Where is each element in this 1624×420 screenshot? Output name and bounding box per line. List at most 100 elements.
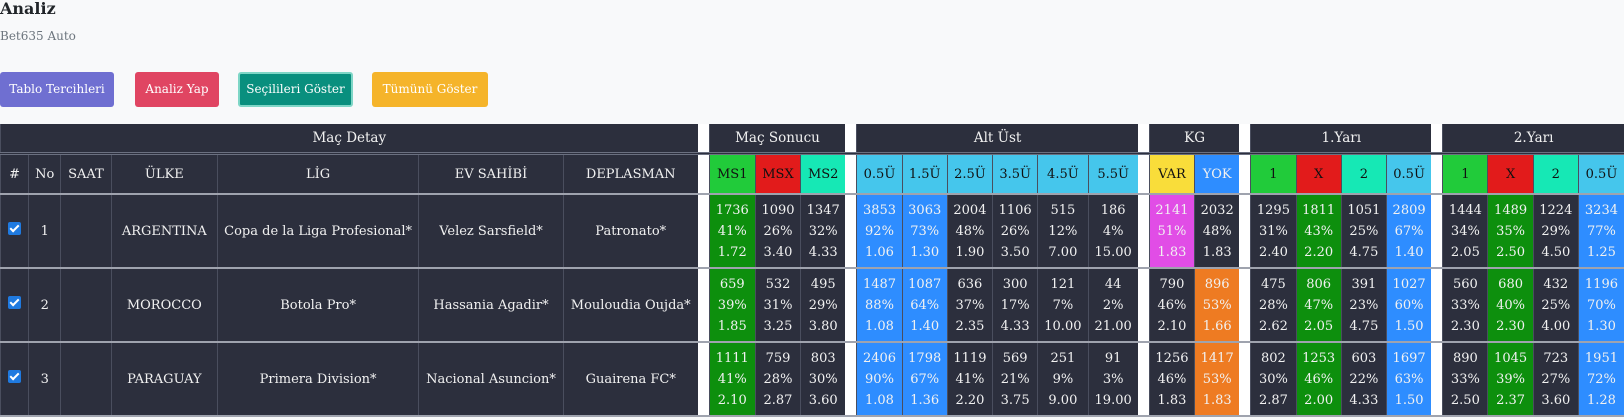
stat-odds: 7.00 — [1048, 244, 1078, 260]
table-body: 1 ARGENTINA Copa de la Liga Profesional* Ve… — [0, 194, 1624, 417]
col-over-35[interactable]: 3.5Ü — [992, 153, 1038, 195]
col-over-15[interactable]: 1.5Ü — [901, 153, 948, 195]
stat-odds: 2.87 — [1258, 392, 1288, 408]
separator — [1239, 268, 1251, 343]
stat-odds: 4.33 — [1349, 392, 1379, 408]
col-h2-over-05[interactable]: 0.5Ü — [1577, 153, 1624, 195]
stat-percent: 47% — [1304, 297, 1334, 313]
stat-odds: 1.28 — [1586, 392, 1616, 408]
group-first-half: 1.Yarı — [1250, 124, 1432, 155]
row-number: 3 — [28, 342, 61, 417]
col-no[interactable]: No — [28, 153, 61, 195]
stat-percent: 21% — [1000, 371, 1030, 387]
row-select-checkbox[interactable] — [0, 194, 29, 269]
row-away-team: Mouloudia Oujda* — [562, 268, 699, 343]
col-ms2[interactable]: MS2 — [800, 153, 846, 195]
group-match-detail: Maç Detay — [0, 124, 699, 155]
col-league[interactable]: LİG — [217, 153, 419, 195]
stat-odds: 2.35 — [955, 318, 985, 334]
separator — [697, 342, 710, 417]
table-row[interactable]: 3 PARAGUAY Primera Division* Nacional Asunc… — [0, 342, 1624, 417]
col-h1-x[interactable]: X — [1295, 153, 1342, 195]
stat-h2-x: 1045 39% 2.37 — [1487, 342, 1534, 417]
checkbox-checked-icon[interactable] — [8, 369, 22, 383]
stat-count: 896 — [1204, 276, 1230, 292]
col-over-45[interactable]: 4.5Ü — [1037, 153, 1088, 195]
stat-count: 91 — [1104, 350, 1122, 366]
separator — [845, 153, 857, 195]
stat-h1-1: 475 28% 2.62 — [1250, 268, 1297, 343]
col-time[interactable]: SAAT — [60, 153, 112, 195]
stat-count: 802 — [1261, 350, 1286, 366]
stat-odds: 3.25 — [763, 318, 793, 334]
stat-kg-yok: 1417 53% 1.83 — [1194, 342, 1240, 417]
group-header-row: Maç Detay Maç Sonucu Alt Üst KG 1.Yarı 2… — [0, 124, 1624, 155]
analyze-button[interactable]: Analiz Yap — [135, 72, 219, 107]
stat-h1-1: 802 30% 2.87 — [1250, 342, 1297, 417]
stat-count: 1087 — [908, 276, 942, 292]
show-all-button[interactable]: Tümünü Göster — [372, 72, 488, 107]
stat-count: 1111 — [715, 350, 749, 366]
stat-over-55: 91 3% 19.00 — [1087, 342, 1139, 417]
col-over-05[interactable]: 0.5Ü — [856, 153, 903, 195]
stat-percent: 46% — [1304, 371, 1334, 387]
col-h1-2[interactable]: 2 — [1340, 153, 1387, 195]
table-row[interactable]: 2 MOROCCO Botola Pro* Hassania Agadir* Moulo… — [0, 268, 1624, 343]
col-h2-1[interactable]: 1 — [1442, 153, 1488, 195]
col-over-25[interactable]: 2.5Ü — [946, 153, 993, 195]
stat-over-25: 2004 48% 1.90 — [946, 194, 993, 269]
col-kg-var[interactable]: VAR — [1148, 153, 1195, 195]
separator — [1137, 194, 1150, 269]
show-selected-button[interactable]: Seçilileri Göster — [238, 72, 353, 107]
table-row[interactable]: 1 ARGENTINA Copa de la Liga Profesional* Ve… — [0, 194, 1624, 269]
separator — [845, 124, 857, 155]
col-h2-2[interactable]: 2 — [1532, 153, 1579, 195]
stat-percent: 37% — [955, 297, 985, 313]
stat-odds: 2.05 — [1450, 244, 1480, 260]
col-kg-yok[interactable]: YOK — [1194, 153, 1240, 195]
stat-over-45: 251 9% 9.00 — [1037, 342, 1088, 417]
stat-percent: 67% — [1394, 223, 1424, 239]
stat-count: 560 — [1452, 276, 1478, 292]
checkbox-checked-icon[interactable] — [8, 221, 22, 235]
stat-count: 603 — [1351, 350, 1377, 366]
row-select-checkbox[interactable] — [0, 268, 29, 343]
separator — [1137, 342, 1150, 417]
stat-count: 1736 — [715, 202, 749, 218]
col-h1-1[interactable]: 1 — [1250, 153, 1297, 195]
col-over-55[interactable]: 5.5Ü — [1087, 153, 1139, 195]
stat-count: 2141 — [1155, 202, 1189, 218]
group-over-under: Alt Üst — [856, 124, 1139, 155]
separator — [845, 194, 857, 269]
col-h2-x[interactable]: X — [1487, 153, 1534, 195]
stat-odds: 2.62 — [1258, 318, 1288, 334]
stat-over-45: 121 7% 10.00 — [1037, 268, 1088, 343]
stat-count: 2406 — [862, 350, 897, 366]
stat-count: 723 — [1543, 350, 1569, 366]
stat-ms1: 1111 41% 2.10 — [708, 342, 756, 417]
stat-count: 890 — [1452, 350, 1478, 366]
stat-over-55: 44 2% 21.00 — [1087, 268, 1139, 343]
stat-percent: 30% — [1258, 371, 1288, 387]
col-country[interactable]: ÜLKE — [110, 153, 218, 195]
stat-odds: 1.36 — [910, 392, 940, 408]
stat-percent: 31% — [1258, 223, 1288, 239]
stat-percent: 88% — [865, 297, 894, 313]
stat-percent: 4% — [1102, 223, 1124, 239]
col-ms1[interactable]: MS1 — [708, 153, 756, 195]
checkbox-checked-icon[interactable] — [8, 295, 22, 309]
col-h1-over-05[interactable]: 0.5Ü — [1385, 153, 1432, 195]
stat-percent: 64% — [910, 297, 940, 313]
stat-h2-1: 1444 34% 2.05 — [1442, 194, 1488, 269]
row-select-checkbox[interactable] — [0, 342, 29, 417]
stat-odds: 1.08 — [865, 392, 894, 408]
stat-kg-yok: 2032 48% 1.83 — [1194, 194, 1240, 269]
stat-over-35: 1106 26% 3.50 — [992, 194, 1038, 269]
stat-h1-x: 1811 43% 2.20 — [1295, 194, 1342, 269]
stat-count: 1811 — [1302, 202, 1336, 218]
stat-percent: 28% — [1258, 297, 1288, 313]
col-msx[interactable]: MSX — [754, 153, 801, 195]
table-preferences-button[interactable]: Tablo Tercihleri — [0, 72, 114, 107]
col-away[interactable]: DEPLASMAN — [562, 153, 699, 195]
col-home[interactable]: EV SAHİBİ — [418, 153, 564, 195]
